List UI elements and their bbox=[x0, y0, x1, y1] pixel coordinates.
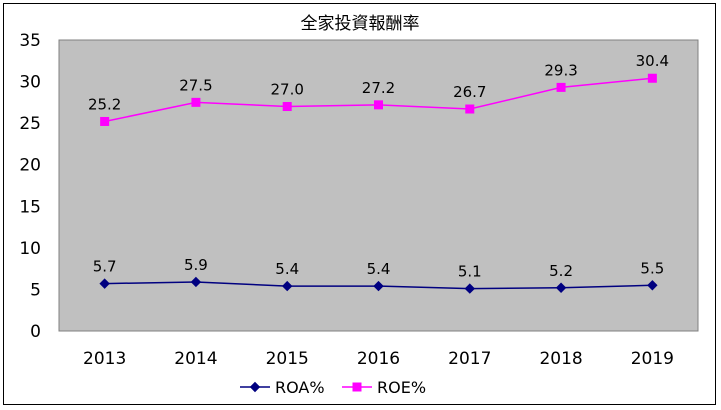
axes-layer: 0 5 10 15 20 25 30 35 2013 2014 2015 2016 2017 2018 20… bbox=[19, 31, 674, 369]
data-point-roa bbox=[373, 280, 384, 292]
y-tick-label: 5 bbox=[30, 280, 41, 300]
y-tick-label: 20 bbox=[19, 156, 41, 176]
data-point-roe bbox=[100, 116, 110, 126]
data-point-roa bbox=[99, 278, 110, 289]
y-tick-label: 10 bbox=[19, 239, 41, 259]
x-tick-label: 2013 bbox=[83, 349, 126, 369]
data-label: 5.4 bbox=[367, 260, 391, 278]
x-tick-label: 2018 bbox=[539, 349, 582, 369]
legend-label: ROA% bbox=[275, 378, 325, 397]
data-label: 27.5 bbox=[179, 76, 212, 94]
data-point-roa bbox=[464, 283, 475, 294]
y-tick-label: 30 bbox=[19, 73, 41, 93]
series-layer bbox=[99, 73, 658, 294]
data-label: 29.3 bbox=[544, 61, 577, 79]
data-point-roe bbox=[556, 82, 566, 92]
chart-frame: 全家投資報酬率 0 5 10 15 20 25 30 35 2013 2014 2015 2016 20… bbox=[3, 3, 716, 405]
data-point-roe bbox=[465, 104, 475, 114]
data-labels-layer: 5.7 5.9 5.4 5.4 5.1 5.2 5.5 25.2 27.5 27.0 27.2 26.… bbox=[88, 52, 669, 280]
data-label: 5.9 bbox=[184, 256, 208, 274]
data-point-roe bbox=[191, 97, 201, 107]
data-point-roa bbox=[647, 280, 658, 291]
data-label: 27.2 bbox=[362, 79, 395, 97]
data-label: 5.4 bbox=[275, 260, 299, 278]
data-label: 25.2 bbox=[88, 95, 121, 113]
data-label: 30.4 bbox=[636, 52, 669, 70]
data-point-roe bbox=[647, 73, 657, 83]
y-tick-label: 15 bbox=[19, 197, 41, 217]
line-chart: 全家投資報酬率 0 5 10 15 20 25 30 35 2013 2014 2015 2016 20… bbox=[19, 14, 699, 397]
legend-marker-roe bbox=[352, 382, 362, 392]
x-tick-label: 2015 bbox=[266, 349, 309, 369]
legend-label: ROE% bbox=[377, 378, 426, 397]
y-tick-label: 25 bbox=[19, 114, 41, 134]
x-tick-label: 2016 bbox=[357, 349, 400, 369]
data-point-roe bbox=[282, 102, 292, 112]
data-point-roa bbox=[555, 282, 567, 293]
x-tick-label: 2017 bbox=[448, 349, 491, 369]
data-label: 5.7 bbox=[93, 258, 117, 276]
chart-title: 全家投資報酬率 bbox=[301, 14, 420, 34]
x-tick-label: 2019 bbox=[631, 349, 674, 369]
y-tick-label: 0 bbox=[30, 322, 41, 342]
data-label: 5.5 bbox=[640, 259, 664, 277]
x-tick-label: 2014 bbox=[174, 349, 217, 369]
legend: ROA% ROE% bbox=[240, 378, 426, 397]
data-label: 26.7 bbox=[453, 83, 486, 101]
data-label: 5.1 bbox=[458, 263, 482, 281]
data-label: 5.2 bbox=[549, 262, 573, 280]
data-label: 27.0 bbox=[271, 81, 304, 99]
data-point-roa bbox=[190, 276, 202, 288]
data-point-roe bbox=[374, 100, 383, 110]
y-tick-label: 35 bbox=[19, 31, 41, 51]
data-point-roa bbox=[282, 280, 293, 292]
legend-marker-roa bbox=[249, 381, 261, 393]
